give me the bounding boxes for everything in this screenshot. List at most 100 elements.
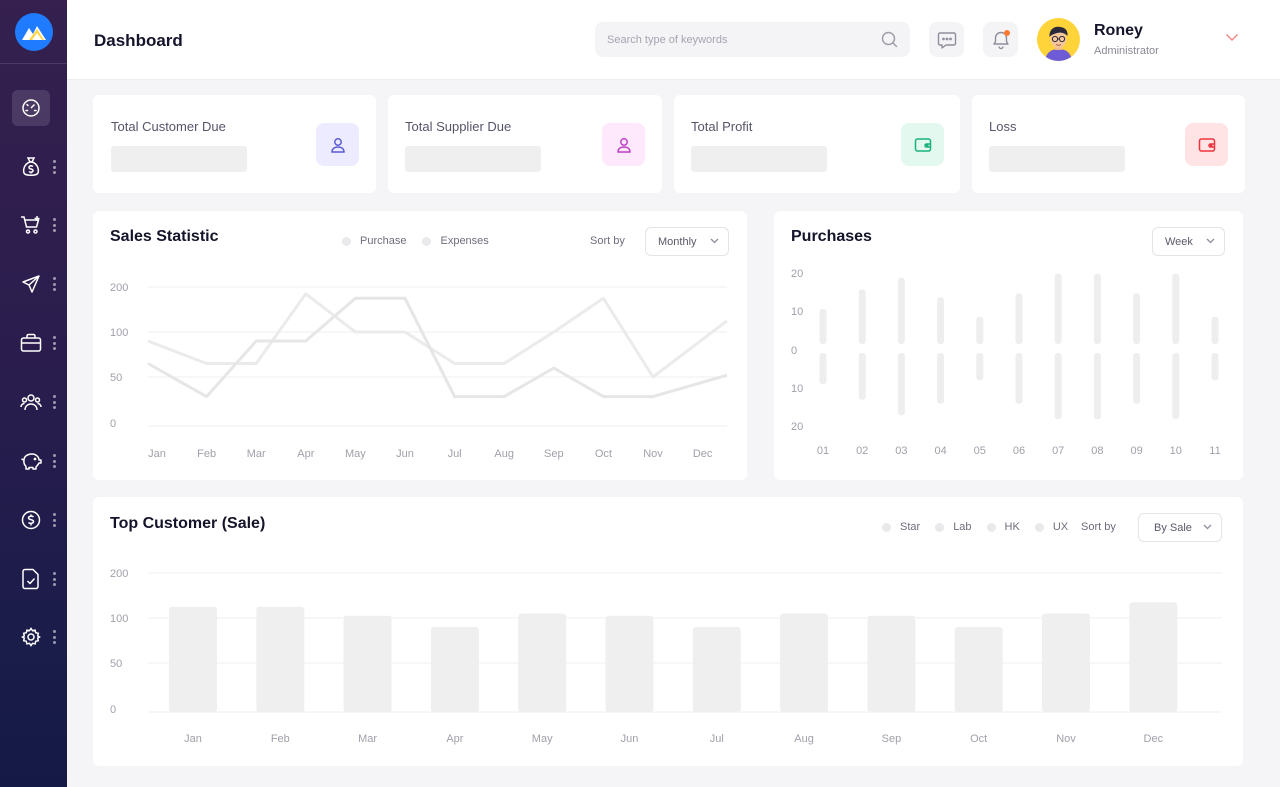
search-icon[interactable]	[881, 31, 898, 48]
user-icon	[330, 137, 345, 153]
legend-dot	[422, 236, 432, 246]
y-tick-label: 200	[110, 282, 128, 294]
x-tick-label: Oct	[970, 733, 987, 745]
sidebar-more-people[interactable]	[52, 395, 56, 409]
document-check-icon	[22, 568, 39, 590]
bar-up	[819, 308, 827, 344]
stat-icon-box	[1185, 123, 1228, 166]
sidebar-item-sales[interactable]	[12, 207, 50, 243]
sort-by-label: Sort by	[1081, 521, 1116, 533]
notifications-button[interactable]	[983, 22, 1018, 57]
x-tick-label: 02	[856, 445, 868, 457]
bar-down	[1211, 353, 1219, 381]
x-tick-label: 11	[1209, 445, 1220, 457]
x-tick-label: Jun	[396, 448, 414, 460]
x-tick-label: Mar	[358, 733, 377, 745]
x-tick-label: Sep	[544, 448, 564, 460]
card-title: Sales Statistic	[110, 228, 219, 245]
stat-label: Loss	[989, 119, 1017, 134]
y-tick-label: 20	[791, 268, 803, 280]
x-tick-label: Aug	[494, 448, 514, 460]
settings-gear-icon	[21, 627, 41, 647]
legend-label: Expenses	[440, 235, 489, 247]
sidebar-item-settings[interactable]	[12, 619, 50, 655]
chevron-down-icon	[1206, 238, 1215, 244]
legend-item-ux: UX	[1034, 521, 1069, 533]
bar-up	[937, 297, 945, 344]
sidebar-item-reports[interactable]	[12, 561, 50, 597]
legend-item-purchase: Purchase	[342, 235, 406, 247]
x-tick-label: Jul	[710, 733, 724, 745]
x-tick-label: 04	[934, 445, 946, 457]
y-tick-label: 50	[110, 658, 122, 670]
sidebar-item-payments[interactable]	[12, 502, 50, 538]
sales-statistic-card: Sales Statistic Purchase Expenses Sort b…	[93, 211, 747, 480]
sidebar-item-people[interactable]	[12, 384, 50, 420]
bar	[867, 615, 916, 712]
chevron-down-icon[interactable]	[1225, 33, 1239, 42]
messages-button[interactable]	[929, 22, 964, 57]
sidebar-more-sales[interactable]	[52, 218, 56, 232]
y-tick-label: 10	[791, 383, 803, 395]
sidebar-more-reports[interactable]	[52, 572, 56, 586]
y-tick-label: 10	[791, 306, 803, 318]
sidebar-more-savings[interactable]	[52, 454, 56, 468]
y-tick-label: 200	[110, 568, 128, 580]
sidebar-item-send[interactable]	[12, 266, 50, 302]
app-logo[interactable]	[15, 13, 53, 51]
bell-icon	[992, 31, 1009, 49]
x-tick-label: 03	[895, 445, 907, 457]
sort-select-by-sale[interactable]: By Sale	[1138, 513, 1222, 542]
card-title: Top Customer (Sale)	[110, 515, 266, 532]
y-tick-label: 50	[110, 372, 122, 384]
bar-up	[858, 289, 866, 344]
x-tick-label: 09	[1130, 445, 1142, 457]
purchases-bar-chart: 20 10 0 10 20 01 02 03 04 05 06 07 08 09 10 11	[791, 268, 1221, 457]
stat-value-placeholder	[691, 146, 827, 172]
sidebar-item-finance[interactable]	[12, 149, 50, 185]
x-tick-label: 08	[1091, 445, 1103, 457]
bar-up	[897, 277, 905, 344]
sidebar-item-savings[interactable]	[12, 443, 50, 479]
legend-dot	[882, 522, 891, 532]
bar-up	[1054, 273, 1062, 344]
bar-up	[1015, 293, 1023, 344]
x-tick-label: May	[345, 448, 366, 460]
chevron-down-icon	[710, 238, 719, 244]
y-tick-label: 100	[110, 327, 128, 339]
users-icon	[20, 394, 42, 411]
sort-select-week[interactable]: Week	[1152, 227, 1225, 256]
search-input[interactable]	[607, 22, 867, 57]
bar	[430, 627, 479, 712]
sidebar-item-products[interactable]	[12, 325, 50, 361]
sidebar-more-products[interactable]	[52, 336, 56, 350]
select-value: Week	[1165, 235, 1193, 248]
sort-select-monthly[interactable]: Monthly	[645, 227, 729, 256]
sidebar-item-dashboard[interactable]	[12, 90, 50, 126]
legend-dot	[986, 522, 996, 532]
x-tick-label: 05	[974, 445, 986, 457]
sidebar-more-finance[interactable]	[52, 160, 56, 174]
chart-legend: Purchase Expenses	[342, 235, 505, 247]
sidebar-more-payments[interactable]	[52, 513, 56, 527]
user-name: Roney	[1094, 22, 1143, 39]
select-value: By Sale	[1154, 521, 1192, 534]
stat-card-loss: Loss	[972, 95, 1245, 193]
legend-label: Purchase	[360, 235, 407, 247]
sidebar-more-settings[interactable]	[52, 630, 56, 644]
x-tick-label: 10	[1170, 445, 1182, 457]
user-avatar-icon	[1045, 26, 1072, 61]
x-tick-label: Dec	[693, 448, 713, 460]
legend-label: UX	[1052, 521, 1069, 533]
sidebar-more-send[interactable]	[52, 277, 56, 291]
bar-down	[897, 353, 905, 416]
x-tick-label: Dec	[1144, 733, 1164, 745]
stat-card-supplier-due: Total Supplier Due	[388, 95, 662, 193]
avatar[interactable]	[1037, 18, 1080, 61]
x-tick-label: Jul	[448, 448, 462, 460]
dollar-circle-icon	[21, 510, 41, 530]
x-tick-label: Oct	[595, 448, 612, 460]
series-line-expenses	[147, 296, 728, 399]
bar-up	[1211, 316, 1219, 344]
select-value: Monthly	[658, 235, 697, 248]
